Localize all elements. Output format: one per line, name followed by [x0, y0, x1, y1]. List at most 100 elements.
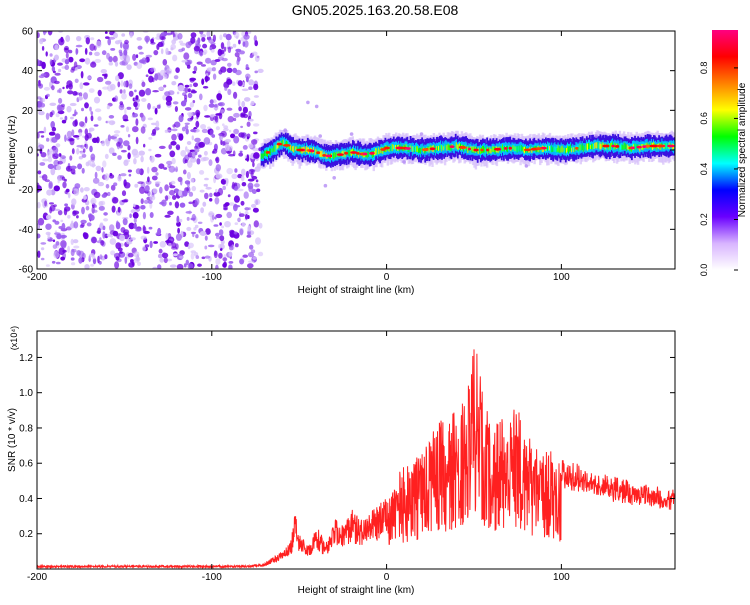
noise-speck: [200, 207, 205, 214]
noise-speck: [170, 141, 177, 146]
noise-speck: [135, 228, 142, 232]
noise-speck: [94, 51, 100, 57]
noise-speck: [123, 80, 128, 88]
noise-speck: [200, 33, 207, 38]
noise-speck: [164, 184, 169, 192]
spectrogram-y-tick-label: -20: [19, 185, 34, 196]
noise-speck: [222, 257, 228, 262]
noise-speck: [45, 112, 50, 120]
noise-speck: [135, 256, 141, 262]
noise-speck: [101, 50, 107, 56]
figure-title: GN05.2025.163.20.58.E08: [292, 2, 459, 18]
noise-speck: [108, 61, 114, 66]
noise-speck: [53, 159, 60, 167]
noise-speck: [126, 55, 130, 63]
track-band: [568, 146, 570, 154]
spectrogram-x-tick-label: -200: [27, 272, 47, 283]
track-band: [500, 146, 503, 153]
noise-speck: [140, 155, 144, 163]
noise-speck: [112, 55, 118, 63]
noise-speck: [181, 60, 188, 63]
noise-speck: [169, 201, 172, 206]
noise-speck: [46, 189, 53, 196]
track-speck: [594, 134, 599, 138]
noise-speck: [85, 205, 90, 211]
noise-speck: [40, 242, 47, 245]
noise-speck: [78, 128, 83, 134]
noise-speck: [115, 242, 122, 250]
noise-speck: [44, 179, 51, 183]
noise-speck: [165, 240, 172, 243]
track-hotspot: [309, 149, 315, 153]
track-band: [567, 145, 569, 152]
noise-speck: [52, 244, 58, 250]
noise-speck: [238, 132, 245, 138]
track-band: [547, 145, 549, 151]
track-band: [665, 142, 668, 149]
noise-speck: [198, 141, 206, 148]
noise-speck: [58, 68, 62, 73]
noise-speck: [84, 134, 89, 141]
track-band: [271, 148, 273, 153]
noise-speck: [253, 131, 258, 135]
noise-speck: [254, 40, 258, 47]
noise-speck: [190, 178, 195, 183]
track-band: [521, 146, 524, 151]
noise-speck: [135, 168, 142, 175]
noise-speck: [247, 178, 255, 182]
noise-speck: [114, 95, 119, 102]
noise-speck: [135, 95, 139, 100]
noise-speck: [188, 191, 194, 197]
snr-y-tick-label: 1.2: [19, 353, 33, 364]
noise-speck: [222, 123, 225, 127]
track-hotspot: [421, 148, 429, 152]
snr-panel: -200 -100 0 100 0.2 0.4 0.6 0.8 1.0 1.2 (x10⁴) H…: [7, 326, 676, 596]
noise-speck: [125, 126, 130, 133]
noise-speck: [93, 204, 98, 208]
noise-speck: [171, 133, 177, 141]
noise-speck: [63, 45, 70, 53]
noise-speck: [183, 52, 190, 60]
noise-speck: [164, 214, 171, 218]
noise-speck: [40, 247, 45, 251]
noise-speck: [169, 189, 175, 196]
noise-speck: [132, 113, 138, 118]
noise-speck: [225, 33, 232, 41]
snr-x-tick-label: -100: [202, 572, 222, 583]
track-hotspot: [604, 144, 610, 148]
track-band: [586, 143, 589, 151]
track-band: [443, 146, 445, 151]
noise-speck: [178, 189, 183, 197]
noise-speck: [160, 48, 164, 55]
noise-speck: [202, 43, 208, 49]
noise-speck: [241, 222, 246, 228]
noise-speck: [113, 133, 120, 137]
noise-speck: [60, 256, 66, 261]
noise-speck: [111, 205, 116, 213]
noise-speck: [196, 158, 201, 165]
noise-speck: [226, 67, 233, 74]
noise-speck: [124, 256, 128, 264]
noise-speck: [78, 156, 83, 160]
noise-speck: [40, 257, 45, 261]
noise-speck: [72, 91, 78, 96]
noise-speck: [158, 86, 165, 91]
noise-speck: [68, 49, 73, 54]
noise-speck: [93, 96, 101, 104]
noise-speck: [190, 252, 195, 260]
noise-speck: [175, 166, 179, 173]
noise-speck: [256, 163, 262, 168]
noise-speck: [165, 232, 169, 240]
noise-speck: [127, 134, 131, 138]
noise-speck: [44, 200, 47, 207]
noise-speck: [153, 241, 159, 244]
noise-speck: [218, 252, 223, 259]
noise-speck: [212, 34, 216, 42]
track-band: [438, 145, 440, 151]
noise-speck: [102, 160, 107, 168]
noise-speck: [61, 235, 66, 239]
track-band: [594, 142, 596, 149]
noise-speck: [68, 56, 74, 63]
noise-speck: [59, 117, 64, 120]
